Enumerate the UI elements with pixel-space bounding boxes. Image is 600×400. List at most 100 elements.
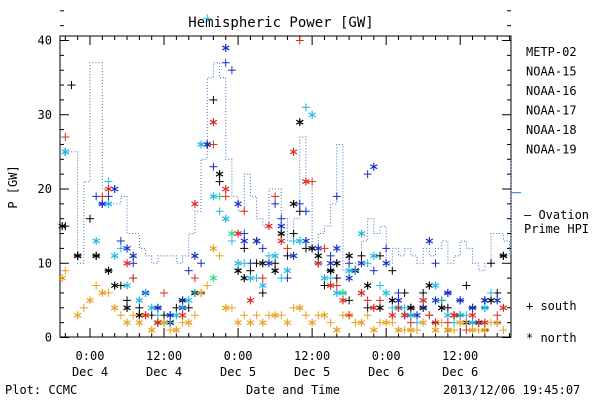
north-point	[333, 288, 341, 297]
north-point	[61, 147, 70, 156]
south-point	[450, 326, 459, 335]
north-point	[437, 303, 446, 312]
north-point	[92, 236, 100, 245]
north-point	[333, 326, 341, 335]
north-point	[147, 326, 156, 335]
north-point	[271, 266, 279, 275]
south-point	[375, 296, 384, 305]
north-point	[258, 318, 267, 327]
south-point	[400, 326, 409, 335]
north-point	[258, 281, 267, 290]
south-point	[345, 311, 354, 320]
north-point	[73, 251, 82, 260]
south-point	[487, 259, 496, 268]
north-point	[308, 110, 316, 119]
south-point	[332, 281, 341, 290]
plot-frame	[59, 35, 512, 338]
south-point	[271, 259, 280, 268]
legend-item: METP-02	[526, 45, 577, 59]
north-point	[308, 318, 316, 327]
south-point	[227, 236, 236, 245]
north-point	[444, 288, 452, 297]
south-point	[308, 177, 317, 186]
south-point	[326, 274, 335, 283]
south-point	[289, 236, 298, 245]
south-point	[197, 259, 206, 268]
legend: METP-02 NOAA-15 NOAA-16 NOAA-17 NOAA-18 NOAA-…	[526, 45, 577, 157]
legend-item: NOAA-18	[526, 123, 577, 137]
south-point	[166, 318, 175, 327]
north-point	[499, 251, 508, 260]
x-tick-time: 12:00	[294, 349, 330, 363]
south-point	[419, 288, 428, 297]
north-point	[339, 288, 347, 297]
north-point	[184, 296, 193, 305]
south-point	[240, 229, 249, 238]
north-point	[493, 318, 501, 327]
x-tick-time: 0:00	[372, 349, 401, 363]
south-point	[61, 266, 70, 275]
north-point	[221, 185, 230, 193]
south-point	[345, 259, 354, 268]
south-point	[240, 207, 249, 216]
south-point	[382, 244, 391, 253]
south-point	[283, 251, 292, 260]
north-point	[252, 236, 261, 245]
north-point	[333, 244, 341, 253]
north-point	[141, 311, 150, 320]
south-point	[190, 274, 199, 283]
south-point	[215, 177, 224, 186]
north-point	[184, 318, 193, 327]
north-point	[487, 296, 495, 305]
north-point	[333, 259, 341, 268]
north-point	[110, 303, 119, 312]
north-point	[468, 311, 477, 320]
north-point	[444, 326, 452, 335]
north-point	[221, 43, 230, 52]
north-point	[271, 311, 279, 320]
south-point	[326, 251, 335, 260]
south-point	[258, 274, 267, 283]
data-points	[58, 14, 508, 335]
north-point	[240, 274, 249, 283]
south-point	[240, 259, 249, 268]
north-point	[129, 251, 137, 260]
south-point	[375, 318, 384, 327]
south-point	[104, 288, 113, 297]
north-point	[203, 140, 212, 149]
north-point	[123, 318, 131, 327]
y-tick-label: 40	[38, 34, 52, 48]
north-point	[444, 311, 452, 320]
south-point	[79, 303, 88, 312]
south-point	[277, 311, 286, 320]
north-point	[481, 303, 489, 312]
south-point	[123, 296, 132, 305]
legend-item: NOAA-19	[526, 143, 577, 157]
north-point	[209, 192, 218, 201]
south-point	[227, 66, 236, 75]
south-point	[190, 311, 199, 320]
south-point	[209, 140, 218, 149]
south-point	[351, 266, 360, 275]
north-point	[228, 229, 236, 238]
north-point	[370, 303, 378, 312]
north-point	[191, 199, 199, 208]
north-point	[92, 251, 100, 260]
north-point	[388, 296, 397, 305]
ovation-legend-line2: Prime HPI	[524, 222, 589, 236]
north-point	[394, 296, 403, 305]
north-point	[178, 311, 187, 320]
north-point	[481, 326, 489, 335]
south-point	[413, 326, 422, 335]
south-point	[394, 288, 403, 297]
north-point	[468, 303, 477, 312]
x-tick-day: Dec 5	[220, 365, 256, 379]
north-point	[110, 281, 119, 290]
north-point	[413, 311, 421, 320]
south-point	[240, 244, 249, 253]
south-point	[487, 318, 496, 327]
south-point	[462, 281, 471, 290]
south-point	[246, 266, 255, 275]
north-point	[246, 274, 255, 283]
